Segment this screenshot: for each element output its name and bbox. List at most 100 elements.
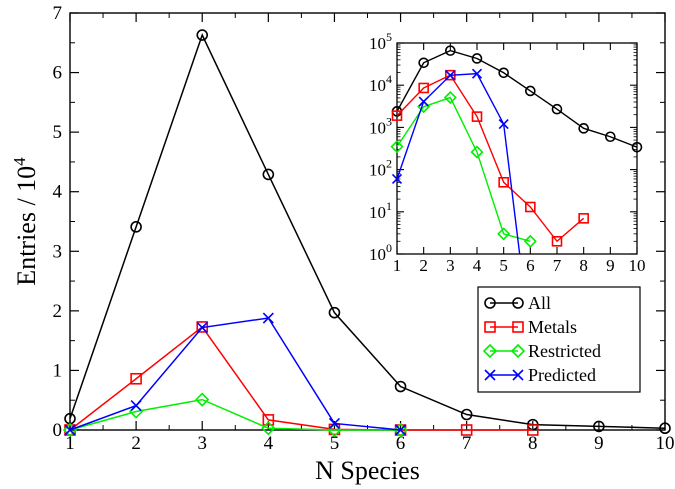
inset-y-tick-exponent: 4 <box>386 72 392 86</box>
inset-series-metals <box>391 69 589 247</box>
y-tick-label: 3 <box>53 241 63 262</box>
x-tick-label: 5 <box>330 433 340 454</box>
x-tick-label: 4 <box>264 433 274 454</box>
legend-marker <box>512 321 524 333</box>
inset-y-tick-exponent: 1 <box>386 199 392 213</box>
inset-x-tick-label: 5 <box>499 256 508 275</box>
legend-item-metals: Metals <box>484 317 577 337</box>
inset-data-point <box>497 227 511 241</box>
data-point <box>393 422 408 438</box>
data-point <box>130 400 142 412</box>
data-point <box>394 380 407 393</box>
series-predicted <box>64 312 407 436</box>
legend-box <box>477 286 641 393</box>
series-line <box>69 317 401 431</box>
inset-x-tick-label: 1 <box>393 256 402 275</box>
inset-data-point <box>391 110 403 121</box>
inset-x-tick-label: 9 <box>606 256 615 275</box>
data-point <box>526 424 539 436</box>
inset-series-line <box>396 72 521 255</box>
inset-series-predicted <box>391 68 521 255</box>
legend-marker <box>512 297 524 309</box>
inset-data-point <box>418 82 429 94</box>
data-point <box>328 306 341 319</box>
inset-x-tick-label: 6 <box>526 256 535 275</box>
inset-data-point <box>471 53 483 64</box>
inset-data-point <box>525 85 536 97</box>
inset-data-point <box>605 131 616 143</box>
inset-y-tick-label: 104 <box>369 72 392 95</box>
inset-data-point <box>551 235 563 247</box>
inset-x-tick-label: 7 <box>553 256 562 275</box>
legend-marker <box>510 343 526 359</box>
y-tick-label: 4 <box>53 182 63 203</box>
data-point <box>262 312 274 324</box>
legend-label: All <box>528 293 551 313</box>
inset-y-tick-exponent: 0 <box>386 241 392 255</box>
data-point <box>196 29 209 41</box>
data-point <box>261 421 276 436</box>
inset-data-point <box>523 234 537 248</box>
inset-y-tick-label: 101 <box>369 199 392 222</box>
data-point <box>659 422 671 435</box>
data-point <box>196 321 208 334</box>
inset-x-tick-label: 3 <box>446 256 455 275</box>
y-tick-label: 7 <box>53 3 63 24</box>
inset-data-point <box>578 213 589 224</box>
x-tick-label: 1 <box>65 433 75 454</box>
legend: All Metals Restricted Predicted <box>477 286 641 393</box>
legend-item-restricted: Restricted <box>482 341 601 361</box>
inset-x-tick-label: 4 <box>473 256 482 275</box>
legend-item-predicted: Predicted <box>484 365 596 385</box>
legend-label: Restricted <box>528 341 601 361</box>
data-point <box>262 168 275 181</box>
data-point <box>328 417 341 430</box>
legend-marker <box>484 369 496 381</box>
data-point <box>130 372 142 385</box>
inset-data-point <box>445 70 456 81</box>
data-point <box>593 420 605 433</box>
inset-data-point <box>631 141 643 153</box>
inset-y-tick-label: 105 <box>369 30 392 53</box>
inset-data-point <box>525 201 536 213</box>
inset-y-tick-label: 103 <box>369 114 392 137</box>
data-point <box>460 424 473 436</box>
inset-x-tick-label: 8 <box>579 256 588 275</box>
inset-data-point <box>443 91 457 105</box>
inset-data-point <box>470 145 484 159</box>
inset-data-point <box>418 96 429 107</box>
inset-data-point <box>390 140 404 154</box>
x-tick-label: 3 <box>197 433 207 454</box>
x-tick-label: 2 <box>131 433 141 454</box>
inset-data-point <box>445 45 456 56</box>
data-point <box>64 424 76 436</box>
inset-y-tick-exponent: 5 <box>386 30 392 44</box>
inset-data-point <box>471 111 483 122</box>
inset-data-point <box>578 123 589 134</box>
x-tick-label: 10 <box>656 433 675 454</box>
data-point <box>460 408 473 421</box>
data-point <box>195 392 210 407</box>
inset-y-tick-label: 102 <box>369 157 392 180</box>
legend-label: Metals <box>528 317 577 337</box>
inset-data-point <box>498 118 509 130</box>
legend-item-all: All <box>484 293 551 313</box>
legend-marker <box>482 343 498 359</box>
legend-marker <box>484 297 496 309</box>
legend-marker <box>484 321 496 333</box>
series-line <box>69 398 401 431</box>
inset-data-point <box>418 57 429 69</box>
data-point <box>394 424 407 436</box>
y-tick-label: 0 <box>53 420 63 441</box>
inset-data-point <box>551 103 563 115</box>
y-axis-title: Entries / 104 <box>10 157 41 286</box>
x-tick-label: 7 <box>462 433 472 454</box>
inset-y-tick-label: 100 <box>369 241 392 264</box>
inset-data-point <box>471 68 483 79</box>
inset-y-tick-exponent: 3 <box>386 114 392 128</box>
inset-frame <box>396 42 638 255</box>
legend-marker <box>512 369 524 381</box>
data-point <box>262 414 275 426</box>
